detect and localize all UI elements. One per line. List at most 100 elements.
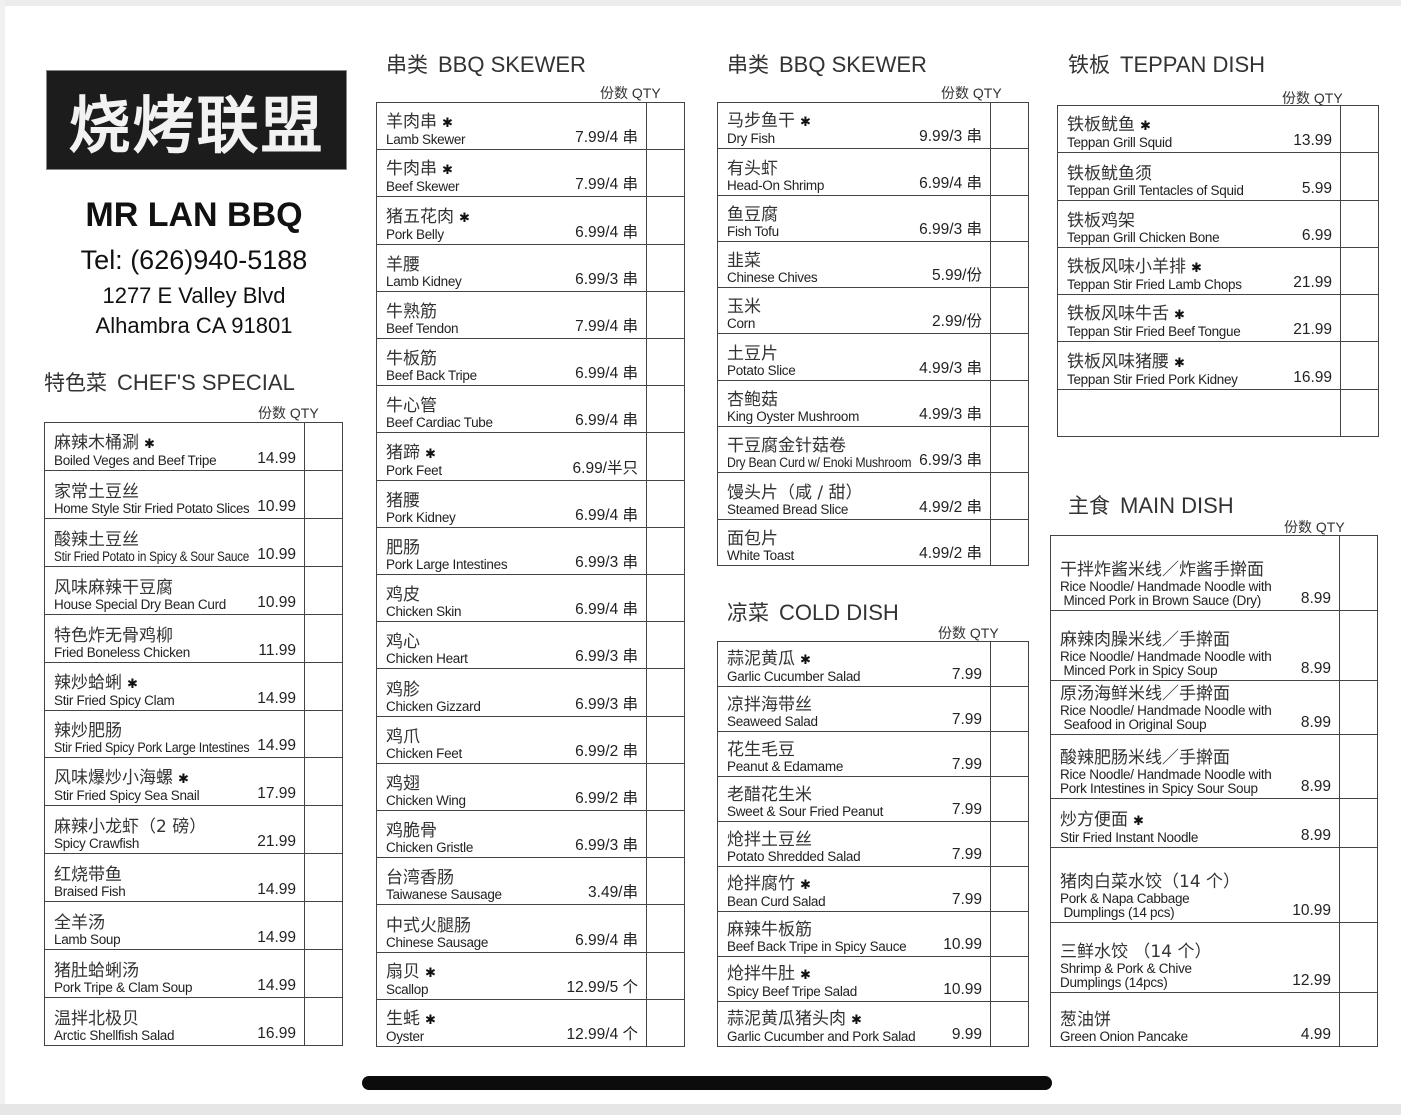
- qty-box[interactable]: [646, 669, 684, 716]
- qty-box[interactable]: [646, 622, 684, 669]
- qty-box[interactable]: [990, 732, 1028, 776]
- item-price: 14.99: [257, 977, 296, 995]
- item-name-cn-text: 鸡皮: [386, 585, 420, 606]
- item-name-en-wrap: Teppan Stir Fried Pork Kidney: [1067, 372, 1287, 387]
- item-name-cn: 杏鲍菇: [727, 391, 913, 410]
- qty-box[interactable]: [990, 103, 1028, 149]
- qty-box[interactable]: [304, 950, 342, 998]
- qty-box[interactable]: [304, 566, 342, 614]
- qty-box[interactable]: [304, 806, 342, 854]
- item-name-en-wrap: [1067, 429, 1326, 434]
- menu-item: 中式火腿肠 Chinese Sausage 6.99/4 串: [377, 905, 646, 951]
- star-icon: ✱: [800, 878, 811, 893]
- qty-box[interactable]: [646, 527, 684, 575]
- qty-box[interactable]: [304, 758, 342, 806]
- qty-box[interactable]: [646, 291, 684, 339]
- qty-box[interactable]: [646, 763, 684, 811]
- qty-box[interactable]: [646, 905, 684, 952]
- qty-box[interactable]: [304, 423, 342, 470]
- qty-box[interactable]: [990, 473, 1028, 519]
- item-name-cn-text: 铁板鸡架: [1067, 210, 1135, 231]
- item-price: 6.99/3 串: [919, 452, 982, 470]
- item-name-en: Teppan Stir Fried Beef Tongue: [1067, 324, 1241, 340]
- qty-box[interactable]: [646, 575, 684, 622]
- qty-box[interactable]: [646, 150, 684, 197]
- qty-box[interactable]: [990, 334, 1028, 380]
- qty-box[interactable]: [1340, 295, 1378, 342]
- qty-box[interactable]: [990, 288, 1028, 334]
- qty-box[interactable]: [1340, 153, 1378, 200]
- qty-box[interactable]: [304, 662, 342, 710]
- qty-box[interactable]: [990, 427, 1028, 473]
- qty-box[interactable]: [1339, 848, 1377, 923]
- qty-box[interactable]: [990, 1002, 1028, 1046]
- item-name-cn: 凉拌海带丝: [727, 696, 946, 715]
- item-name-en: Steamed Bread Slice: [727, 501, 849, 517]
- qty-box[interactable]: [990, 149, 1028, 195]
- qty-box[interactable]: [646, 103, 684, 150]
- qty-box[interactable]: [990, 241, 1028, 288]
- qty-box[interactable]: [646, 811, 684, 858]
- item-name-cn: 麻辣牛板筋: [727, 921, 937, 940]
- item-price: 4.99/2 串: [919, 498, 982, 516]
- item-name-en: Fish Tofu: [727, 223, 779, 239]
- item-name-cn: 羊腰: [386, 255, 569, 275]
- item-price: 6.99/3 串: [575, 270, 638, 288]
- item-text: 生蚝 ✱ Oyster: [386, 1010, 560, 1044]
- item-text: 酸辣肥肠米线／手擀面 Rice Noodle/ Handmade Noodle w…: [1060, 749, 1295, 796]
- item-price: 13.99: [1293, 132, 1332, 150]
- menu-item: 老醋花生米 Sweet & Sour Fried Peanut 7.99: [718, 777, 990, 821]
- item-name-en-wrap: Potato Slice: [727, 363, 913, 378]
- qty-box[interactable]: [646, 858, 684, 905]
- qty-box[interactable]: [646, 244, 684, 291]
- qty-box[interactable]: [1339, 734, 1377, 799]
- qty-box[interactable]: [1339, 611, 1377, 680]
- qty-box[interactable]: [304, 998, 342, 1045]
- qty-box[interactable]: [1340, 247, 1378, 295]
- qty-box[interactable]: [646, 480, 684, 527]
- qty-box[interactable]: [646, 386, 684, 433]
- item-name-cn-text: 酸辣肥肠米线／手擀面: [1060, 748, 1230, 769]
- qty-box[interactable]: [1339, 923, 1377, 993]
- menu-item-row: 铁板鸡架 Teppan Grill Chicken Bone 6.99: [1058, 200, 1378, 248]
- qty-box[interactable]: [1340, 200, 1378, 247]
- menu-item-row: 炝拌牛肚 ✱ Spicy Beef Tripe Salad 10.99: [718, 957, 1028, 1002]
- qty-box[interactable]: [990, 867, 1028, 911]
- item-price: 6.99/4 串: [575, 506, 638, 524]
- qty-box[interactable]: [304, 902, 342, 950]
- qty-box[interactable]: [1339, 799, 1377, 848]
- qty-box[interactable]: [1339, 680, 1377, 734]
- star-icon: ✱: [459, 210, 470, 226]
- menu-item-row: 全羊汤 Lamb Soup 14.99: [45, 902, 342, 951]
- qty-box[interactable]: [990, 519, 1028, 565]
- horizontal-scrollbar[interactable]: [362, 1076, 1052, 1090]
- qty-box[interactable]: [304, 854, 342, 902]
- qty-box[interactable]: [990, 957, 1028, 1001]
- qty-box[interactable]: [1339, 993, 1377, 1046]
- qty-box[interactable]: [990, 912, 1028, 956]
- qty-box[interactable]: [304, 518, 342, 566]
- qty-box[interactable]: [304, 710, 342, 758]
- qty-box[interactable]: [1340, 389, 1378, 436]
- qty-box[interactable]: [1340, 106, 1378, 153]
- qty-box[interactable]: [990, 687, 1028, 731]
- qty-box[interactable]: [646, 999, 684, 1047]
- item-name-cn-text: 馒头片（咸 / 甜）: [727, 482, 863, 503]
- qty-box[interactable]: [1340, 342, 1378, 389]
- qty-box[interactable]: [304, 614, 342, 662]
- qty-box[interactable]: [990, 777, 1028, 821]
- item-name-cn: 炝拌土豆丝: [727, 831, 946, 850]
- qty-box[interactable]: [646, 339, 684, 386]
- item-name-en-wrap: Stir Fried Spicy Clam: [54, 693, 251, 708]
- qty-box[interactable]: [990, 195, 1028, 241]
- qty-box[interactable]: [646, 433, 684, 480]
- qty-box[interactable]: [990, 642, 1028, 686]
- qty-box[interactable]: [304, 470, 342, 518]
- qty-box[interactable]: [646, 197, 684, 244]
- qty-box[interactable]: [646, 716, 684, 763]
- qty-box[interactable]: [990, 380, 1028, 427]
- item-name-cn: 台湾香肠: [386, 869, 582, 888]
- qty-box[interactable]: [990, 822, 1028, 866]
- qty-box[interactable]: [1339, 536, 1377, 611]
- qty-box[interactable]: [646, 952, 684, 999]
